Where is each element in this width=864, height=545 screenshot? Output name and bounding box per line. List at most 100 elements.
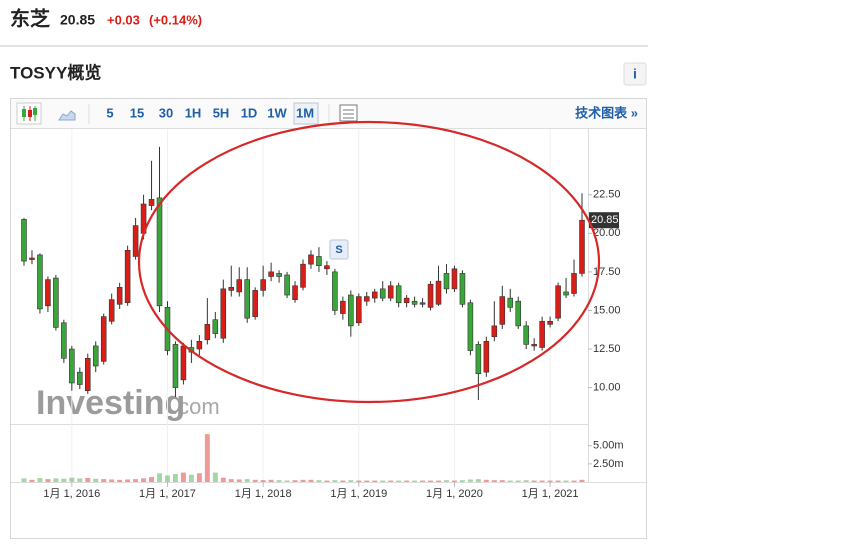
- event-marker-label[interactable]: S: [335, 244, 342, 256]
- interval-button[interactable]: 1H: [185, 105, 202, 120]
- volume-bar: [69, 477, 75, 482]
- volume-bar: [547, 480, 553, 482]
- candle-body: [387, 285, 394, 299]
- candle-body: [443, 273, 450, 290]
- x-tick-label: 1月 1, 2019: [330, 488, 387, 500]
- chart-frame: [10, 98, 647, 539]
- section-title: TOSYY概览: [10, 62, 101, 82]
- volume-bar: [260, 480, 266, 482]
- volume-bar: [300, 479, 306, 482]
- volume-bar: [228, 479, 234, 482]
- volume-bar: [356, 480, 362, 482]
- volume-bar: [316, 480, 322, 482]
- volume-bar: [388, 480, 394, 482]
- candle-type-button[interactable]: [16, 102, 42, 125]
- volume-bar: [180, 472, 186, 482]
- volume-bar: [332, 480, 338, 482]
- volume-bar: [141, 478, 147, 482]
- area-type-button[interactable]: [58, 110, 76, 121]
- candle-body: [204, 324, 211, 341]
- candle-body: [379, 288, 386, 299]
- volume-bar: [196, 473, 202, 482]
- interval-button[interactable]: 1W: [267, 105, 287, 120]
- y-tick-label: 17.50: [593, 266, 621, 278]
- candle-body: [300, 263, 306, 288]
- volume-bar: [499, 480, 505, 482]
- candle-body: [276, 273, 282, 277]
- volume-bar: [563, 480, 569, 482]
- volume-bar: [428, 480, 434, 482]
- volume-bar: [444, 480, 449, 482]
- volume-bar: [483, 479, 489, 482]
- candle-body: [268, 271, 274, 277]
- candle-body: [475, 344, 482, 375]
- candle-body: [435, 280, 442, 305]
- volume-bar: [157, 473, 162, 482]
- volume-bar: [220, 477, 226, 482]
- candle-body: [69, 348, 75, 384]
- volume-bar: [348, 480, 354, 482]
- y-tick-label: 22.50: [593, 189, 621, 201]
- interval-button[interactable]: 30: [159, 105, 173, 120]
- candle-body: [196, 341, 203, 350]
- candle-body: [37, 254, 43, 310]
- info-button[interactable]: [623, 62, 647, 86]
- candle-body: [53, 277, 59, 328]
- candle-body: [292, 285, 298, 300]
- candle-body: [340, 300, 346, 314]
- candle-body: [395, 285, 402, 304]
- info-icon[interactable]: i: [633, 66, 637, 82]
- candle-body: [539, 320, 545, 348]
- candle-body: [124, 249, 131, 304]
- tech-chart-link[interactable]: 技术图表 »: [575, 105, 638, 120]
- volume-bar: [117, 479, 123, 482]
- last-price-box: [589, 212, 619, 229]
- volume-bar: [77, 478, 83, 482]
- candle-body: [364, 296, 370, 302]
- volume-bar: [491, 480, 497, 482]
- volume-bar: [236, 479, 242, 482]
- volume-bar: [101, 479, 107, 482]
- volume-bar: [268, 479, 274, 482]
- candle-body: [228, 287, 235, 291]
- settings-button[interactable]: [339, 104, 358, 122]
- volume-bar: [61, 478, 67, 482]
- volume-bar: [404, 480, 410, 482]
- interval-button[interactable]: 5: [106, 105, 113, 120]
- volume-bar: [37, 478, 43, 482]
- volume-bar: [420, 480, 426, 482]
- volume-bar: [571, 480, 577, 482]
- candle-body: [371, 291, 378, 299]
- volume-bar: [523, 480, 529, 482]
- volume-bar: [133, 479, 139, 482]
- candle-body: [411, 300, 418, 305]
- volume-bar: [396, 480, 402, 482]
- volume-bar: [308, 479, 314, 482]
- volume-bar: [85, 478, 91, 482]
- candle-body: [483, 341, 490, 373]
- candle-body: [85, 357, 91, 391]
- interval-button[interactable]: 1D: [241, 105, 258, 120]
- candle-body: [156, 197, 163, 307]
- volume-bar: [172, 474, 178, 482]
- candle-body: [579, 219, 585, 274]
- volume-bar: [45, 479, 51, 482]
- candle-body: [451, 268, 458, 290]
- selected-interval-box: [293, 102, 319, 125]
- volume-bar: [324, 480, 330, 482]
- interval-button[interactable]: 1M: [296, 105, 314, 120]
- interval-button[interactable]: 5H: [213, 105, 230, 120]
- candle-body: [427, 283, 434, 308]
- volume-bar: [292, 480, 298, 482]
- candle-body: [547, 320, 553, 325]
- candle-body: [21, 219, 27, 262]
- candle-body: [332, 271, 338, 311]
- candle-body: [100, 316, 107, 362]
- volume-bar: [340, 480, 346, 482]
- volume-bar: [212, 472, 218, 482]
- event-marker[interactable]: [329, 239, 349, 260]
- candle-body: [220, 288, 227, 339]
- interval-button[interactable]: 15: [130, 105, 144, 120]
- volume-bar: [539, 480, 545, 482]
